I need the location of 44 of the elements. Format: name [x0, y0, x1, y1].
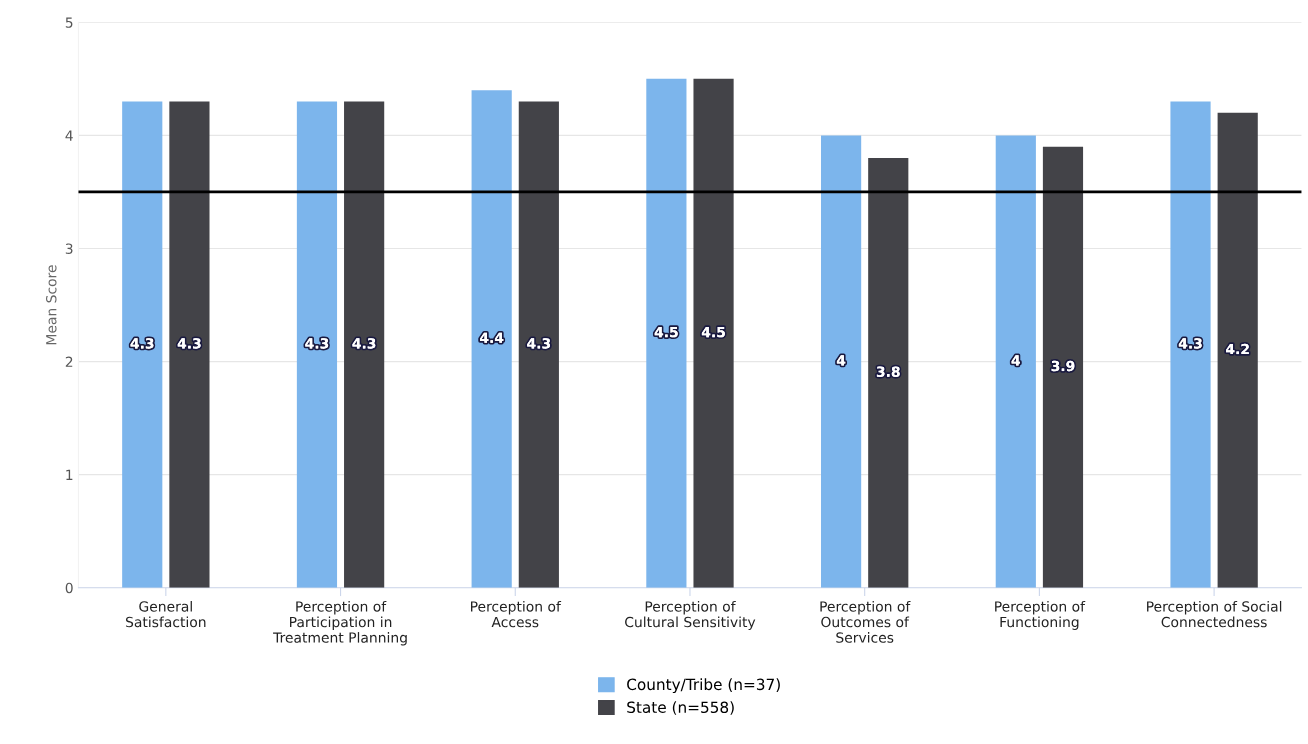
y-tick-label: 2 [65, 356, 73, 367]
y-axis-title: Mean Score [46, 265, 57, 345]
bar [995, 135, 1036, 588]
bar [344, 101, 385, 588]
x-tick-label: Perception of Participation in Treatment Planning [273, 600, 407, 646]
legend-label: State (n=558) [627, 701, 734, 715]
y-tick-label: 3 [65, 243, 73, 254]
data-label: 4 [1011, 355, 1020, 366]
data-label: 4.2 [1226, 343, 1249, 355]
bar [518, 101, 559, 588]
bar [821, 135, 862, 588]
bar [868, 158, 909, 588]
data-label: 4.5 [701, 327, 725, 338]
y-tick-label: 4 [65, 130, 73, 141]
data-label: 3.9 [1051, 360, 1075, 372]
x-tick-label: Perception of Outcomes of Services [820, 600, 911, 643]
x-tick-label: Perception of Functioning [995, 600, 1086, 630]
data-label: 4.4 [480, 332, 504, 343]
data-label: 4.3 [527, 338, 551, 349]
data-label: 4.3 [305, 338, 329, 349]
bar [1217, 112, 1258, 588]
x-tick-label: Perception of Social Connectedness [1147, 600, 1282, 628]
data-label: 4.3 [130, 338, 154, 349]
bar [1042, 146, 1084, 588]
bar [1170, 101, 1211, 588]
bar [646, 78, 687, 588]
x-tick-label: Perception of Cultural Sensitivity [625, 600, 756, 630]
bar [693, 78, 734, 588]
data-label: 4 [836, 355, 846, 366]
y-tick-label: 5 [65, 17, 73, 28]
y-tick-label: 0 [65, 582, 73, 594]
bar [471, 90, 512, 588]
bar [296, 101, 338, 588]
x-tick-label: Perception of Access [471, 600, 562, 628]
data-label: 4.3 [352, 338, 376, 349]
bar [122, 101, 163, 588]
y-tick-label: 1 [66, 469, 73, 480]
data-label: 4.5 [654, 327, 678, 338]
legend-label: County/Tribe (n=37) [627, 678, 780, 694]
data-label: 3.8 [876, 366, 900, 377]
x-tick-label: General Satisfaction [126, 600, 206, 628]
bar [169, 101, 210, 588]
data-label: 4.3 [1178, 338, 1202, 349]
data-label: 4.3 [177, 338, 201, 349]
